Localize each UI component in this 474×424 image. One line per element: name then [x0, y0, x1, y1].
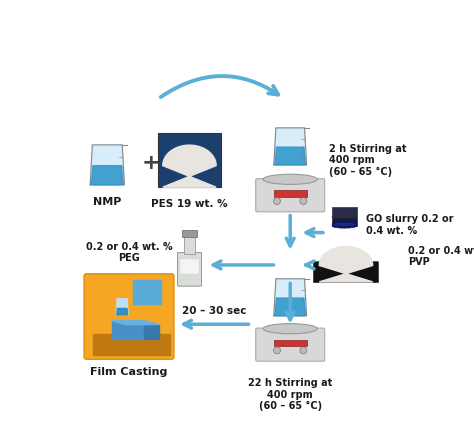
FancyBboxPatch shape [255, 328, 325, 361]
Bar [158, 133, 221, 187]
FancyArrowPatch shape [306, 261, 314, 269]
Text: 0.2 or 0.4 wt. %
PEG: 0.2 or 0.4 wt. % PEG [86, 242, 173, 263]
Polygon shape [274, 279, 307, 316]
Polygon shape [112, 321, 159, 325]
Circle shape [300, 198, 307, 204]
Polygon shape [93, 334, 170, 355]
Bar [273, 190, 307, 197]
Polygon shape [133, 280, 161, 304]
Circle shape [273, 198, 281, 204]
Polygon shape [275, 298, 306, 316]
Ellipse shape [332, 215, 357, 219]
Polygon shape [117, 308, 128, 315]
FancyArrowPatch shape [213, 261, 273, 269]
Polygon shape [91, 166, 123, 185]
Polygon shape [319, 246, 373, 282]
FancyArrowPatch shape [161, 76, 278, 97]
Polygon shape [90, 145, 124, 185]
Bar [180, 259, 199, 274]
Text: NMP: NMP [93, 197, 121, 207]
Circle shape [300, 347, 307, 354]
Polygon shape [275, 147, 306, 165]
Text: PES 19 wt. %: PES 19 wt. % [151, 199, 228, 209]
Polygon shape [163, 145, 216, 187]
FancyArrowPatch shape [286, 283, 294, 320]
FancyBboxPatch shape [313, 262, 379, 283]
Polygon shape [112, 321, 145, 339]
Text: GO slurry 0.2 or
0.4 wt. %: GO slurry 0.2 or 0.4 wt. % [366, 214, 454, 236]
Text: 2 h Stirring at
400 rpm
(60 – 65 °C): 2 h Stirring at 400 rpm (60 – 65 °C) [329, 144, 406, 177]
Text: 22 h Stirring at
400 rpm
(60 – 65 °C): 22 h Stirring at 400 rpm (60 – 65 °C) [248, 378, 332, 411]
Bar [332, 207, 357, 217]
Circle shape [273, 347, 281, 354]
FancyBboxPatch shape [84, 274, 174, 359]
Text: 20 – 30 sec: 20 – 30 sec [182, 306, 246, 316]
FancyArrowPatch shape [286, 215, 294, 246]
FancyBboxPatch shape [177, 252, 201, 286]
FancyBboxPatch shape [255, 179, 325, 212]
Ellipse shape [263, 174, 317, 184]
Polygon shape [116, 299, 128, 315]
Bar [183, 235, 195, 254]
Polygon shape [145, 325, 159, 339]
Text: Film Casting: Film Casting [91, 367, 168, 377]
Text: 0.2 or 0.4 wt. %
PVP: 0.2 or 0.4 wt. % PVP [408, 245, 474, 267]
FancyArrowPatch shape [184, 321, 249, 328]
Bar [182, 230, 197, 237]
Ellipse shape [332, 224, 357, 228]
Bar [332, 217, 357, 226]
Bar [273, 340, 307, 346]
Text: +: + [141, 153, 160, 173]
Ellipse shape [332, 222, 356, 227]
Ellipse shape [263, 324, 317, 334]
FancyArrowPatch shape [306, 229, 323, 237]
Bar [333, 221, 356, 226]
Polygon shape [274, 128, 307, 165]
